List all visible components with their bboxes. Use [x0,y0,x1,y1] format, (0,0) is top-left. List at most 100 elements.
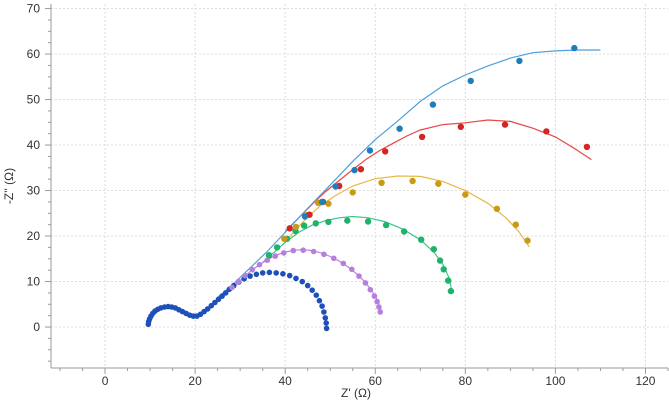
data-point [259,270,266,276]
data-point [349,266,355,273]
data-point [310,248,317,255]
data-point [571,44,578,52]
data-point [286,225,293,232]
data-point [323,325,330,332]
data-point [229,284,235,291]
data-point [524,237,531,244]
data-point [462,191,469,198]
data-point [435,180,442,187]
data-point [215,296,222,303]
data-point [583,143,591,151]
data-point [280,271,286,277]
data-point [325,200,332,207]
data-point [264,257,271,264]
data-point [281,235,288,242]
data-point [304,282,311,289]
data-point [447,287,455,295]
data-point [273,244,281,251]
x-tick-label: 80 [459,374,473,388]
data-point [322,315,329,321]
data-point [293,275,299,282]
data-point [429,101,437,108]
y-axis-label: -Z'' (Ω) [2,168,16,204]
data-point [396,125,403,132]
data-point [543,128,550,135]
data-point [299,278,306,285]
data-point [516,57,523,65]
data-point [445,277,452,284]
data-point [265,252,273,259]
x-tick-label: 100 [545,374,565,388]
data-point [356,273,362,279]
data-point [247,273,253,279]
data-point [292,223,300,231]
y-tick-label: 40 [27,138,41,152]
data-point [222,290,229,296]
x-tick-label: 120 [635,374,655,388]
fit-line [230,249,382,311]
data-point [349,189,356,196]
data-point [249,266,256,273]
data-point [300,222,308,229]
x-axis-label: Z' (Ω) [341,386,371,400]
data-point [366,147,374,154]
data-point [309,287,316,294]
data-point [436,257,444,264]
y-tick-label: 10 [27,275,41,289]
data-point [312,220,319,227]
data-point [377,309,384,315]
y-tick-label: 0 [33,320,40,334]
data-point [313,292,320,299]
fit-line [217,49,601,298]
y-tick-label: 70 [27,2,41,16]
data-point [316,297,323,304]
data-point [321,309,327,315]
data-point [256,261,263,268]
y-tick-label: 20 [27,229,41,243]
data-point [325,218,332,226]
grid-layer [51,4,668,368]
data-point [242,272,248,279]
data-point [457,123,464,130]
data-point [382,148,389,155]
data-point [272,253,279,259]
data-point [286,272,293,279]
data-point [273,270,280,276]
data-point [374,298,380,305]
data-point [344,217,351,224]
data-point [501,121,509,128]
x-tick-label: 60 [369,374,383,388]
y-tick-label: 60 [27,47,41,61]
axes-layer [50,4,668,369]
data-point [331,255,337,262]
data-point [493,205,501,212]
data-point [340,260,347,267]
data-point [318,198,326,206]
data-point [212,299,218,306]
data-point [382,221,390,229]
data-point [430,246,437,253]
data-point [371,293,378,299]
data-point [440,266,447,273]
data-point [467,77,474,85]
data-point [512,221,519,228]
data-point [351,166,358,174]
tick-layer: 0 20 40 60 80 100 120 0 10 20 30 40 50 60 70 [27,2,669,388]
data-point [253,271,260,278]
y-tick-label: 50 [27,93,41,107]
data-point [364,218,372,225]
data-point [301,213,309,220]
fit-line [284,119,592,232]
fit-line [284,175,530,248]
data-point [208,302,215,309]
data-point [300,247,307,253]
data-point [266,269,273,276]
data-point [323,320,330,326]
data-point [400,228,408,235]
data-point [357,166,365,173]
x-tick-label: 20 [188,374,202,388]
data-point [235,278,242,285]
data-point [281,250,287,256]
data-point [362,280,369,286]
